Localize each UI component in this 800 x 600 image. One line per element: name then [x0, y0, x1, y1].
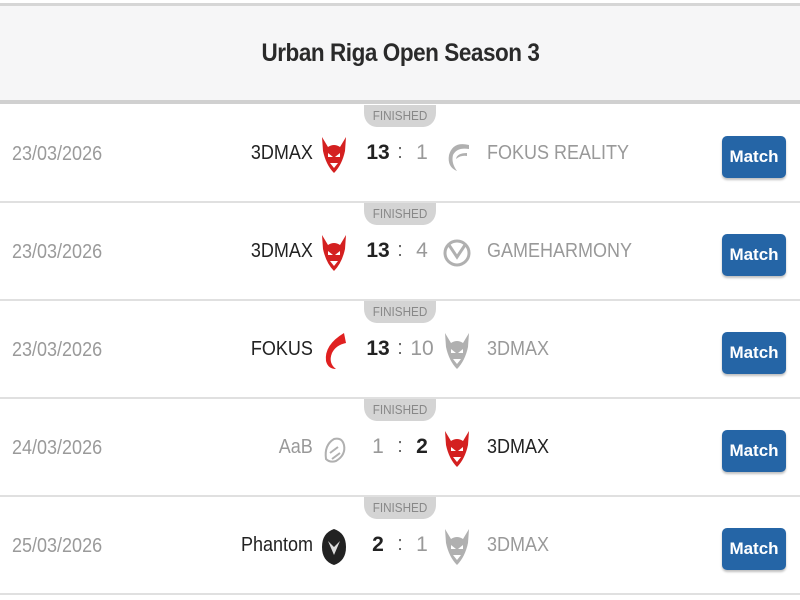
- team2-name[interactable]: GAMEHARMONY: [487, 240, 633, 262]
- team1-score: 13: [366, 337, 390, 360]
- score-separator: :: [397, 337, 403, 359]
- team1-name[interactable]: Phantom: [240, 534, 313, 556]
- match-date: 25/03/2026: [12, 535, 103, 557]
- fokus-flame-icon: [320, 331, 348, 371]
- aab-icon: [320, 429, 348, 469]
- team1-score: 13: [366, 141, 390, 164]
- team1-score: 1: [372, 435, 384, 458]
- match-button[interactable]: Match: [722, 528, 786, 570]
- match-row: FINISHED 24/03/2026 AaB 1 : 2 3DMAX Matc…: [0, 399, 800, 497]
- team1-name[interactable]: 3DMAX: [250, 142, 313, 164]
- team2-score: 1: [416, 533, 428, 556]
- team2-name[interactable]: 3DMAX: [487, 338, 550, 360]
- team1-name[interactable]: 3DMAX: [250, 240, 313, 262]
- team2-score: 1: [416, 141, 428, 164]
- team2-name[interactable]: FOKUS REALITY: [487, 142, 630, 164]
- match-row: FINISHED 23/03/2026 3DMAX 13 : 1 FOKUS R…: [0, 105, 800, 203]
- 3dmax-devil-icon: [320, 135, 348, 175]
- team2-score: 2: [416, 435, 428, 458]
- score-separator: :: [397, 239, 403, 261]
- match-row: FINISHED 23/03/2026 3DMAX 13 : 4 GAMEHAR…: [0, 203, 800, 301]
- match-date: 24/03/2026: [12, 437, 103, 459]
- team1-score: 2: [372, 533, 384, 556]
- 3dmax-devil-icon: [443, 331, 471, 371]
- match-button[interactable]: Match: [722, 430, 786, 472]
- team1-name[interactable]: AaB: [278, 436, 313, 458]
- match-button[interactable]: Match: [722, 136, 786, 178]
- score-separator: :: [397, 141, 403, 163]
- match-date: 23/03/2026: [12, 241, 103, 263]
- team2-score: 4: [416, 239, 428, 262]
- team1-name[interactable]: FOKUS: [250, 338, 313, 360]
- tournament-header: Urban Riga Open Season 3: [0, 3, 800, 104]
- team2-name[interactable]: 3DMAX: [487, 534, 550, 556]
- match-button[interactable]: Match: [722, 332, 786, 374]
- match-date: 23/03/2026: [12, 143, 103, 165]
- 3dmax-devil-icon: [443, 429, 471, 469]
- match-row: FINISHED 25/03/2026 Phantom 2 : 1 3DMAX …: [0, 497, 800, 595]
- match-date: 23/03/2026: [12, 339, 103, 361]
- team2-score: 10: [410, 337, 434, 360]
- tournament-title: Urban Riga Open Season 3: [260, 38, 540, 67]
- score-separator: :: [397, 435, 403, 457]
- status-badge: FINISHED: [364, 105, 436, 127]
- status-badge: FINISHED: [364, 399, 436, 421]
- fokus-reality-icon: [443, 135, 471, 175]
- status-badge: FINISHED: [364, 203, 436, 225]
- 3dmax-devil-icon: [443, 527, 471, 567]
- match-row: FINISHED 23/03/2026 FOKUS 13 : 10 3DMAX …: [0, 301, 800, 399]
- team1-score: 13: [366, 239, 390, 262]
- team2-name[interactable]: 3DMAX: [487, 436, 550, 458]
- phantom-icon: [320, 527, 348, 567]
- match-button[interactable]: Match: [722, 234, 786, 276]
- gameharmony-icon: [443, 233, 471, 273]
- 3dmax-devil-icon: [320, 233, 348, 273]
- status-badge: FINISHED: [364, 301, 436, 323]
- status-badge: FINISHED: [364, 497, 436, 519]
- score-separator: :: [397, 533, 403, 555]
